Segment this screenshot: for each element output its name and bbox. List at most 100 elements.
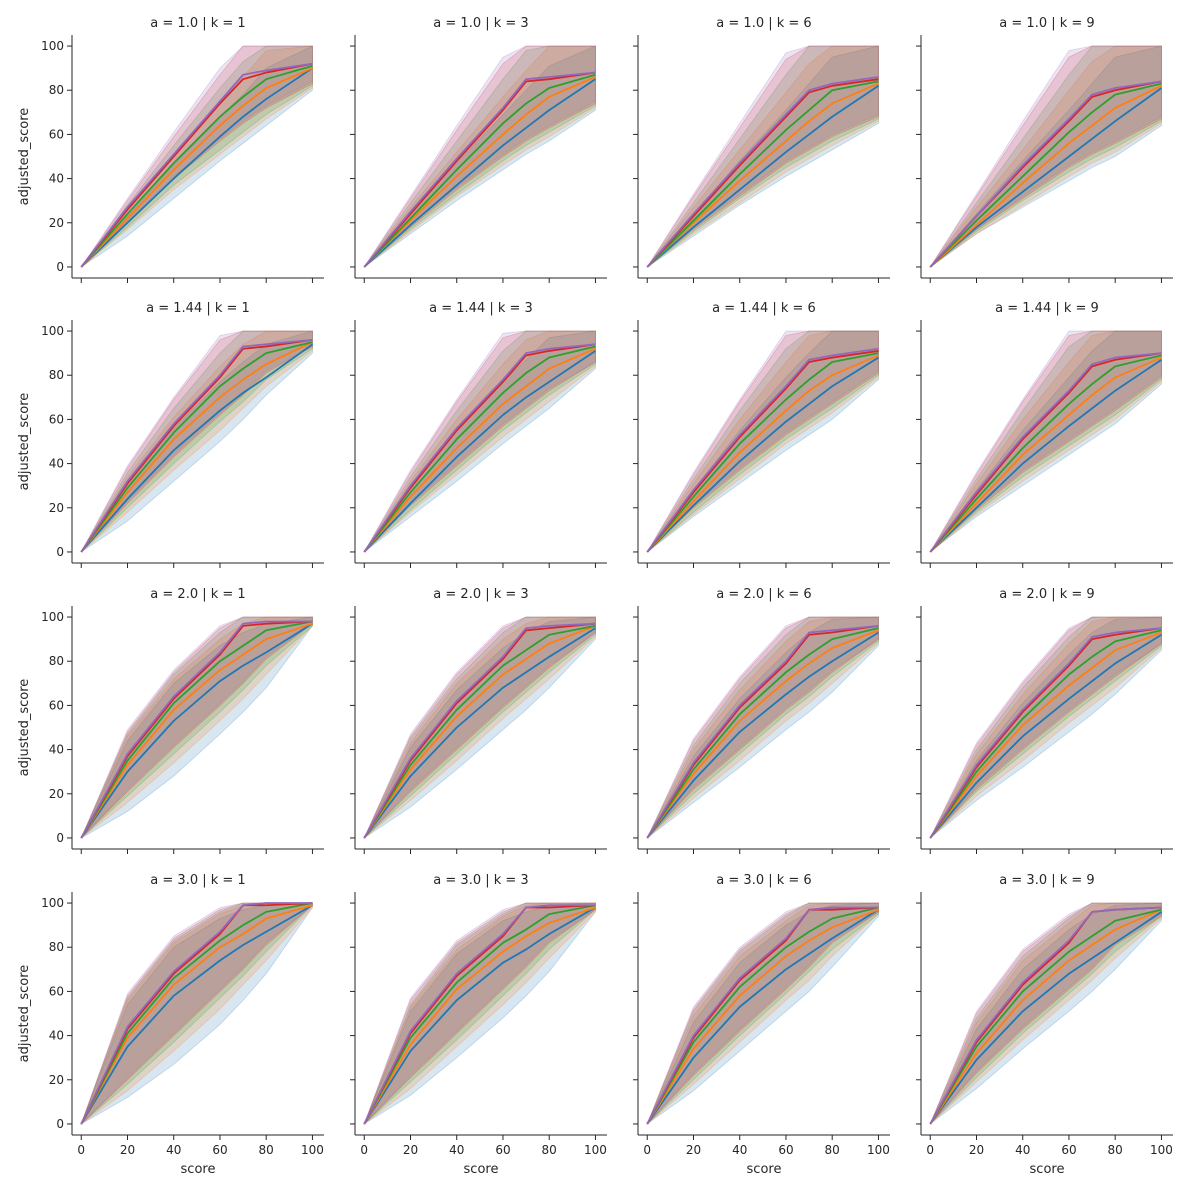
y-axis-label: adjusted_score: [17, 965, 32, 1063]
series-line: [363, 622, 596, 839]
series-line: [80, 343, 313, 553]
confidence-band: [80, 902, 313, 1125]
series-line: [929, 82, 1162, 268]
confidence-band: [646, 902, 879, 1125]
y-tick-label: 20: [49, 216, 64, 230]
confidence-band: [363, 902, 596, 1125]
x-tick-label: 40: [1015, 1143, 1030, 1157]
x-tick-label: 60: [778, 1143, 793, 1157]
panel-title: a = 2.0 | k = 6: [716, 587, 811, 602]
x-tick-label: 40: [732, 1143, 747, 1157]
series-line: [646, 350, 879, 553]
series-line: [646, 354, 879, 553]
series-line: [929, 87, 1162, 268]
confidence-band: [929, 45, 1162, 268]
series-line: [80, 338, 313, 553]
series-line: [363, 904, 596, 1125]
facet-panel: a = 3.0 | k = 3 0 20 40 60 80 100 score: [350, 873, 607, 1177]
series-line: [646, 908, 879, 1125]
confidence-band: [80, 902, 313, 1126]
x-tick-label: 60: [212, 1143, 227, 1157]
y-tick-label: 0: [56, 545, 64, 559]
confidence-band: [929, 45, 1162, 268]
y-axis-label: adjusted_score: [17, 393, 32, 491]
panel-title: a = 1.0 | k = 1: [150, 16, 245, 31]
x-tick-label: 100: [301, 1143, 324, 1157]
series-line: [80, 620, 313, 839]
panel-title: a = 2.0 | k = 1: [150, 587, 245, 602]
series-line: [929, 633, 1162, 839]
confidence-band: [363, 330, 596, 553]
panel-title: a = 3.0 | k = 9: [999, 873, 1094, 888]
series-line: [646, 624, 879, 839]
confidence-band: [80, 330, 313, 553]
y-tick-label: 80: [49, 654, 64, 668]
x-tick-label: 0: [360, 1143, 368, 1157]
series-line: [363, 73, 596, 268]
panel-title: a = 2.0 | k = 9: [999, 587, 1094, 602]
y-tick-label: 40: [49, 1029, 64, 1043]
series-line: [929, 359, 1162, 553]
series-line: [363, 624, 596, 839]
series-line: [363, 904, 596, 1125]
series-line: [646, 85, 879, 268]
x-tick-label: 20: [969, 1143, 984, 1157]
series-line: [929, 627, 1162, 839]
series-line: [929, 629, 1162, 839]
panel-title: a = 1.0 | k = 3: [433, 16, 528, 31]
y-tick-label: 60: [49, 412, 64, 426]
x-tick-label: 80: [825, 1143, 840, 1157]
confidence-band: [929, 902, 1162, 1125]
series-line: [646, 629, 879, 839]
x-tick-label: 20: [120, 1143, 135, 1157]
series-line: [929, 906, 1162, 1125]
confidence-band: [80, 616, 313, 839]
series-line: [363, 71, 596, 268]
series-line: [646, 906, 879, 1125]
y-tick-label: 100: [41, 39, 64, 53]
x-axis-label: score: [181, 1162, 216, 1177]
series-line: [363, 345, 596, 553]
confidence-band: [929, 45, 1162, 268]
facet-panel: a = 1.0 | k = 1 0 20 40 60 80 100 adjusted_scor…: [17, 16, 324, 283]
x-tick-label: 100: [867, 1143, 890, 1157]
x-tick-label: 100: [1150, 1143, 1173, 1157]
confidence-band: [363, 616, 596, 839]
x-tick-label: 0: [77, 1143, 85, 1157]
y-tick-label: 100: [41, 610, 64, 624]
series-line: [80, 338, 313, 553]
series-line: [363, 906, 596, 1125]
series-line: [363, 343, 596, 553]
confidence-band: [363, 616, 596, 839]
series-line: [646, 631, 879, 839]
facet-panel: a = 1.0 | k = 3: [350, 16, 607, 283]
x-tick-label: 0: [643, 1143, 651, 1157]
series-line: [363, 350, 596, 553]
panel-title: a = 3.0 | k = 3: [433, 873, 528, 888]
x-tick-label: 60: [1061, 1143, 1076, 1157]
series-line: [646, 908, 879, 1125]
series-line: [929, 80, 1162, 268]
confidence-band: [80, 616, 313, 839]
y-axis-label: adjusted_score: [17, 108, 32, 206]
series-line: [80, 904, 313, 1125]
series-line: [646, 347, 879, 553]
series-line: [646, 624, 879, 839]
facet-panel: a = 1.44 | k = 3: [350, 301, 607, 568]
y-tick-label: 0: [56, 831, 64, 845]
y-tick-label: 0: [56, 1117, 64, 1131]
y-tick-label: 60: [49, 127, 64, 141]
facet-panel: a = 1.44 | k = 6: [633, 301, 890, 568]
facet-panel: a = 3.0 | k = 6 0 20 40 60 80 100 score: [633, 873, 890, 1177]
series-line: [363, 622, 596, 839]
x-axis-label: score: [747, 1162, 782, 1177]
x-tick-label: 40: [449, 1143, 464, 1157]
confidence-band: [363, 616, 596, 839]
x-tick-label: 80: [259, 1143, 274, 1157]
series-line: [80, 62, 313, 268]
panel-title: a = 1.44 | k = 6: [712, 301, 816, 316]
series-line: [646, 906, 879, 1125]
x-tick-label: 40: [166, 1143, 181, 1157]
series-line: [646, 80, 879, 268]
x-tick-label: 0: [926, 1143, 934, 1157]
